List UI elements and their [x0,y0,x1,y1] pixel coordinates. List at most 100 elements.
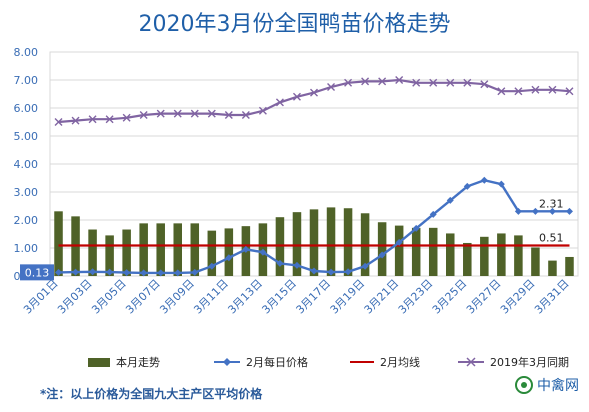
bar [326,207,336,276]
bar [446,233,455,276]
point-2019 [361,77,370,86]
bar [292,212,302,276]
point-2019 [139,111,148,119]
bar [88,229,97,276]
point-feb-daily [191,268,199,276]
end-data-label: 2.31 [539,197,564,210]
bar [224,228,234,276]
point-2019 [378,77,387,86]
point-feb-daily [225,254,233,262]
point-feb-daily [259,248,267,256]
point-2019 [548,85,557,94]
point-2019 [531,85,540,94]
point-2019 [173,109,182,118]
chart-title: 2020年3月份全国鸭苗价格走势 [138,12,451,37]
bar [207,230,217,276]
point-2019 [224,111,233,119]
point-feb-daily [327,268,335,276]
point-feb-daily [242,245,250,253]
point-2019 [446,78,455,87]
legend-swatch-feb-avg [350,361,374,363]
point-feb-daily [55,268,63,276]
point-2019 [122,113,131,122]
x-tick-label: 3月11日 [191,277,231,317]
point-feb-daily [565,207,573,215]
source-logo: 中禽网 [515,375,579,395]
legend-label-2019: 2019年3月同期 [490,356,569,369]
point-feb-daily [361,262,369,270]
point-feb-daily [429,210,437,218]
legend-item-2019: 2019年3月同期 [458,354,569,370]
bar [548,260,557,276]
legend-label-feb-daily: 2月每日价格 [246,356,308,369]
x-tick-label: 3月09日 [157,277,197,317]
bar [105,235,114,276]
start-label-box [20,264,54,281]
x-tick-label: 3月19日 [328,277,368,317]
y-tick-label: 7.00 [14,74,39,87]
point-feb-daily [157,269,165,277]
series-line-2019 [58,78,570,124]
point-2019 [156,109,165,118]
point-2019 [241,111,250,119]
point-feb-daily [106,268,114,276]
y-tick-label: 1.00 [14,242,39,255]
point-2019 [310,88,318,97]
bar [156,223,165,276]
y-tick-label: 3.00 [14,186,39,199]
point-feb-daily [514,207,522,215]
point-2019 [497,87,506,96]
point-2019 [344,78,353,87]
bar [173,223,182,276]
bar [377,222,387,276]
y-tick-label: 8.00 [14,46,39,59]
x-tick-label: 3月03日 [55,277,95,317]
bar [497,233,506,276]
bar [565,256,574,276]
point-2019 [480,80,489,89]
point-feb-daily [446,196,454,204]
point-2019 [412,78,421,87]
bar [54,211,63,276]
x-tick-label: 3月27日 [464,277,504,317]
point-feb-daily [497,180,505,188]
point-feb-daily [480,176,488,184]
footnote: *注：以上价格为全国九大主产区平均价格 [40,387,263,401]
avg-data-label: 0.51 [539,231,564,244]
point-feb-daily [463,182,471,190]
point-2019 [292,92,301,101]
point-feb-daily [293,261,301,269]
point-feb-daily [123,269,131,277]
point-feb-daily [531,207,539,215]
point-feb-daily [208,262,216,270]
bar [428,227,438,276]
point-2019 [429,78,438,87]
y-tick-label: 5.00 [14,130,39,143]
logo-text: 中禽网 [537,378,579,394]
legend-swatch-feb-daily [214,358,240,366]
point-feb-daily [276,259,284,267]
start-data-label: 0.13 [25,266,50,279]
point-2019 [207,109,216,118]
bar [514,235,523,276]
bar [122,229,131,276]
x-tick-label: 3月15日 [259,277,299,317]
bar [139,223,148,276]
x-tick-label: 3月17日 [294,277,334,317]
y-tick-label: 6.00 [14,102,39,115]
point-2019 [105,115,114,124]
logo-icon [515,376,533,394]
point-feb-daily [412,224,420,232]
x-tick-label: 3月29日 [498,277,538,317]
point-feb-daily [140,269,148,277]
point-2019 [88,115,97,124]
x-tick-label: 3月21日 [362,277,402,317]
legend-item-bars: 本月走势 [88,354,160,370]
legend-item-feb-daily: 2月每日价格 [214,354,308,370]
bar [343,208,353,276]
bar [309,209,319,276]
point-feb-daily [310,267,318,275]
x-tick-label: 3月23日 [396,277,436,317]
point-feb-daily [344,268,352,276]
point-feb-daily [548,207,556,215]
